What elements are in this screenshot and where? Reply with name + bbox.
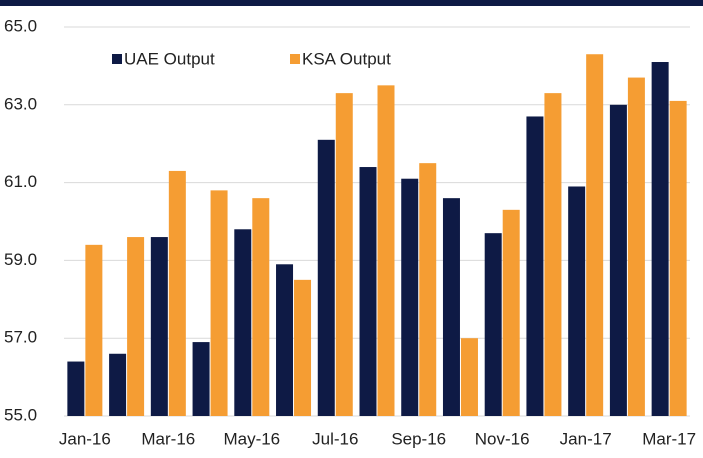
y-tick-label: 63.0 xyxy=(4,94,37,113)
bar xyxy=(150,237,168,416)
y-tick-label: 65.0 xyxy=(4,16,37,35)
x-tick-label: May-16 xyxy=(223,429,280,448)
top-strip xyxy=(0,0,703,6)
y-tick-label: 59.0 xyxy=(4,250,37,269)
bar xyxy=(460,338,478,416)
legend-swatch xyxy=(290,54,300,64)
legend-label: UAE Output xyxy=(124,49,215,68)
bar xyxy=(609,104,627,417)
x-tick-label: Jan-16 xyxy=(59,429,111,448)
x-tick-label: Jul-16 xyxy=(312,429,358,448)
bar xyxy=(544,93,562,416)
x-tick-label: Mar-17 xyxy=(642,429,696,448)
bar xyxy=(419,163,437,416)
bar xyxy=(502,209,520,416)
bar xyxy=(210,190,228,416)
bar xyxy=(276,264,294,416)
bar xyxy=(568,186,586,416)
x-tick-label: Jan-17 xyxy=(560,429,612,448)
bar xyxy=(651,62,669,416)
legend-label: KSA Output xyxy=(302,49,391,68)
bar xyxy=(401,178,419,416)
bar xyxy=(127,237,145,416)
x-tick-label: Mar-16 xyxy=(141,429,195,448)
x-tick-label: Sep-16 xyxy=(391,429,446,448)
bar xyxy=(252,198,270,416)
bar xyxy=(67,361,85,416)
bar xyxy=(85,244,103,416)
bar xyxy=(669,100,687,416)
bar xyxy=(335,93,353,416)
bar xyxy=(484,233,502,416)
legend-swatch xyxy=(112,54,122,64)
bar xyxy=(442,198,460,416)
x-tick-label: Nov-16 xyxy=(475,429,530,448)
y-tick-label: 57.0 xyxy=(4,328,37,347)
bar xyxy=(526,116,544,416)
bar xyxy=(359,167,377,416)
bar xyxy=(234,229,252,416)
bar xyxy=(377,85,395,416)
bar xyxy=(586,54,604,416)
bar xyxy=(627,77,645,416)
bar xyxy=(168,170,186,416)
y-tick-label: 61.0 xyxy=(4,172,37,191)
bar xyxy=(109,353,127,416)
bar xyxy=(192,342,210,416)
bar xyxy=(317,139,335,416)
bar xyxy=(294,279,312,416)
y-tick-label: 55.0 xyxy=(4,405,37,424)
